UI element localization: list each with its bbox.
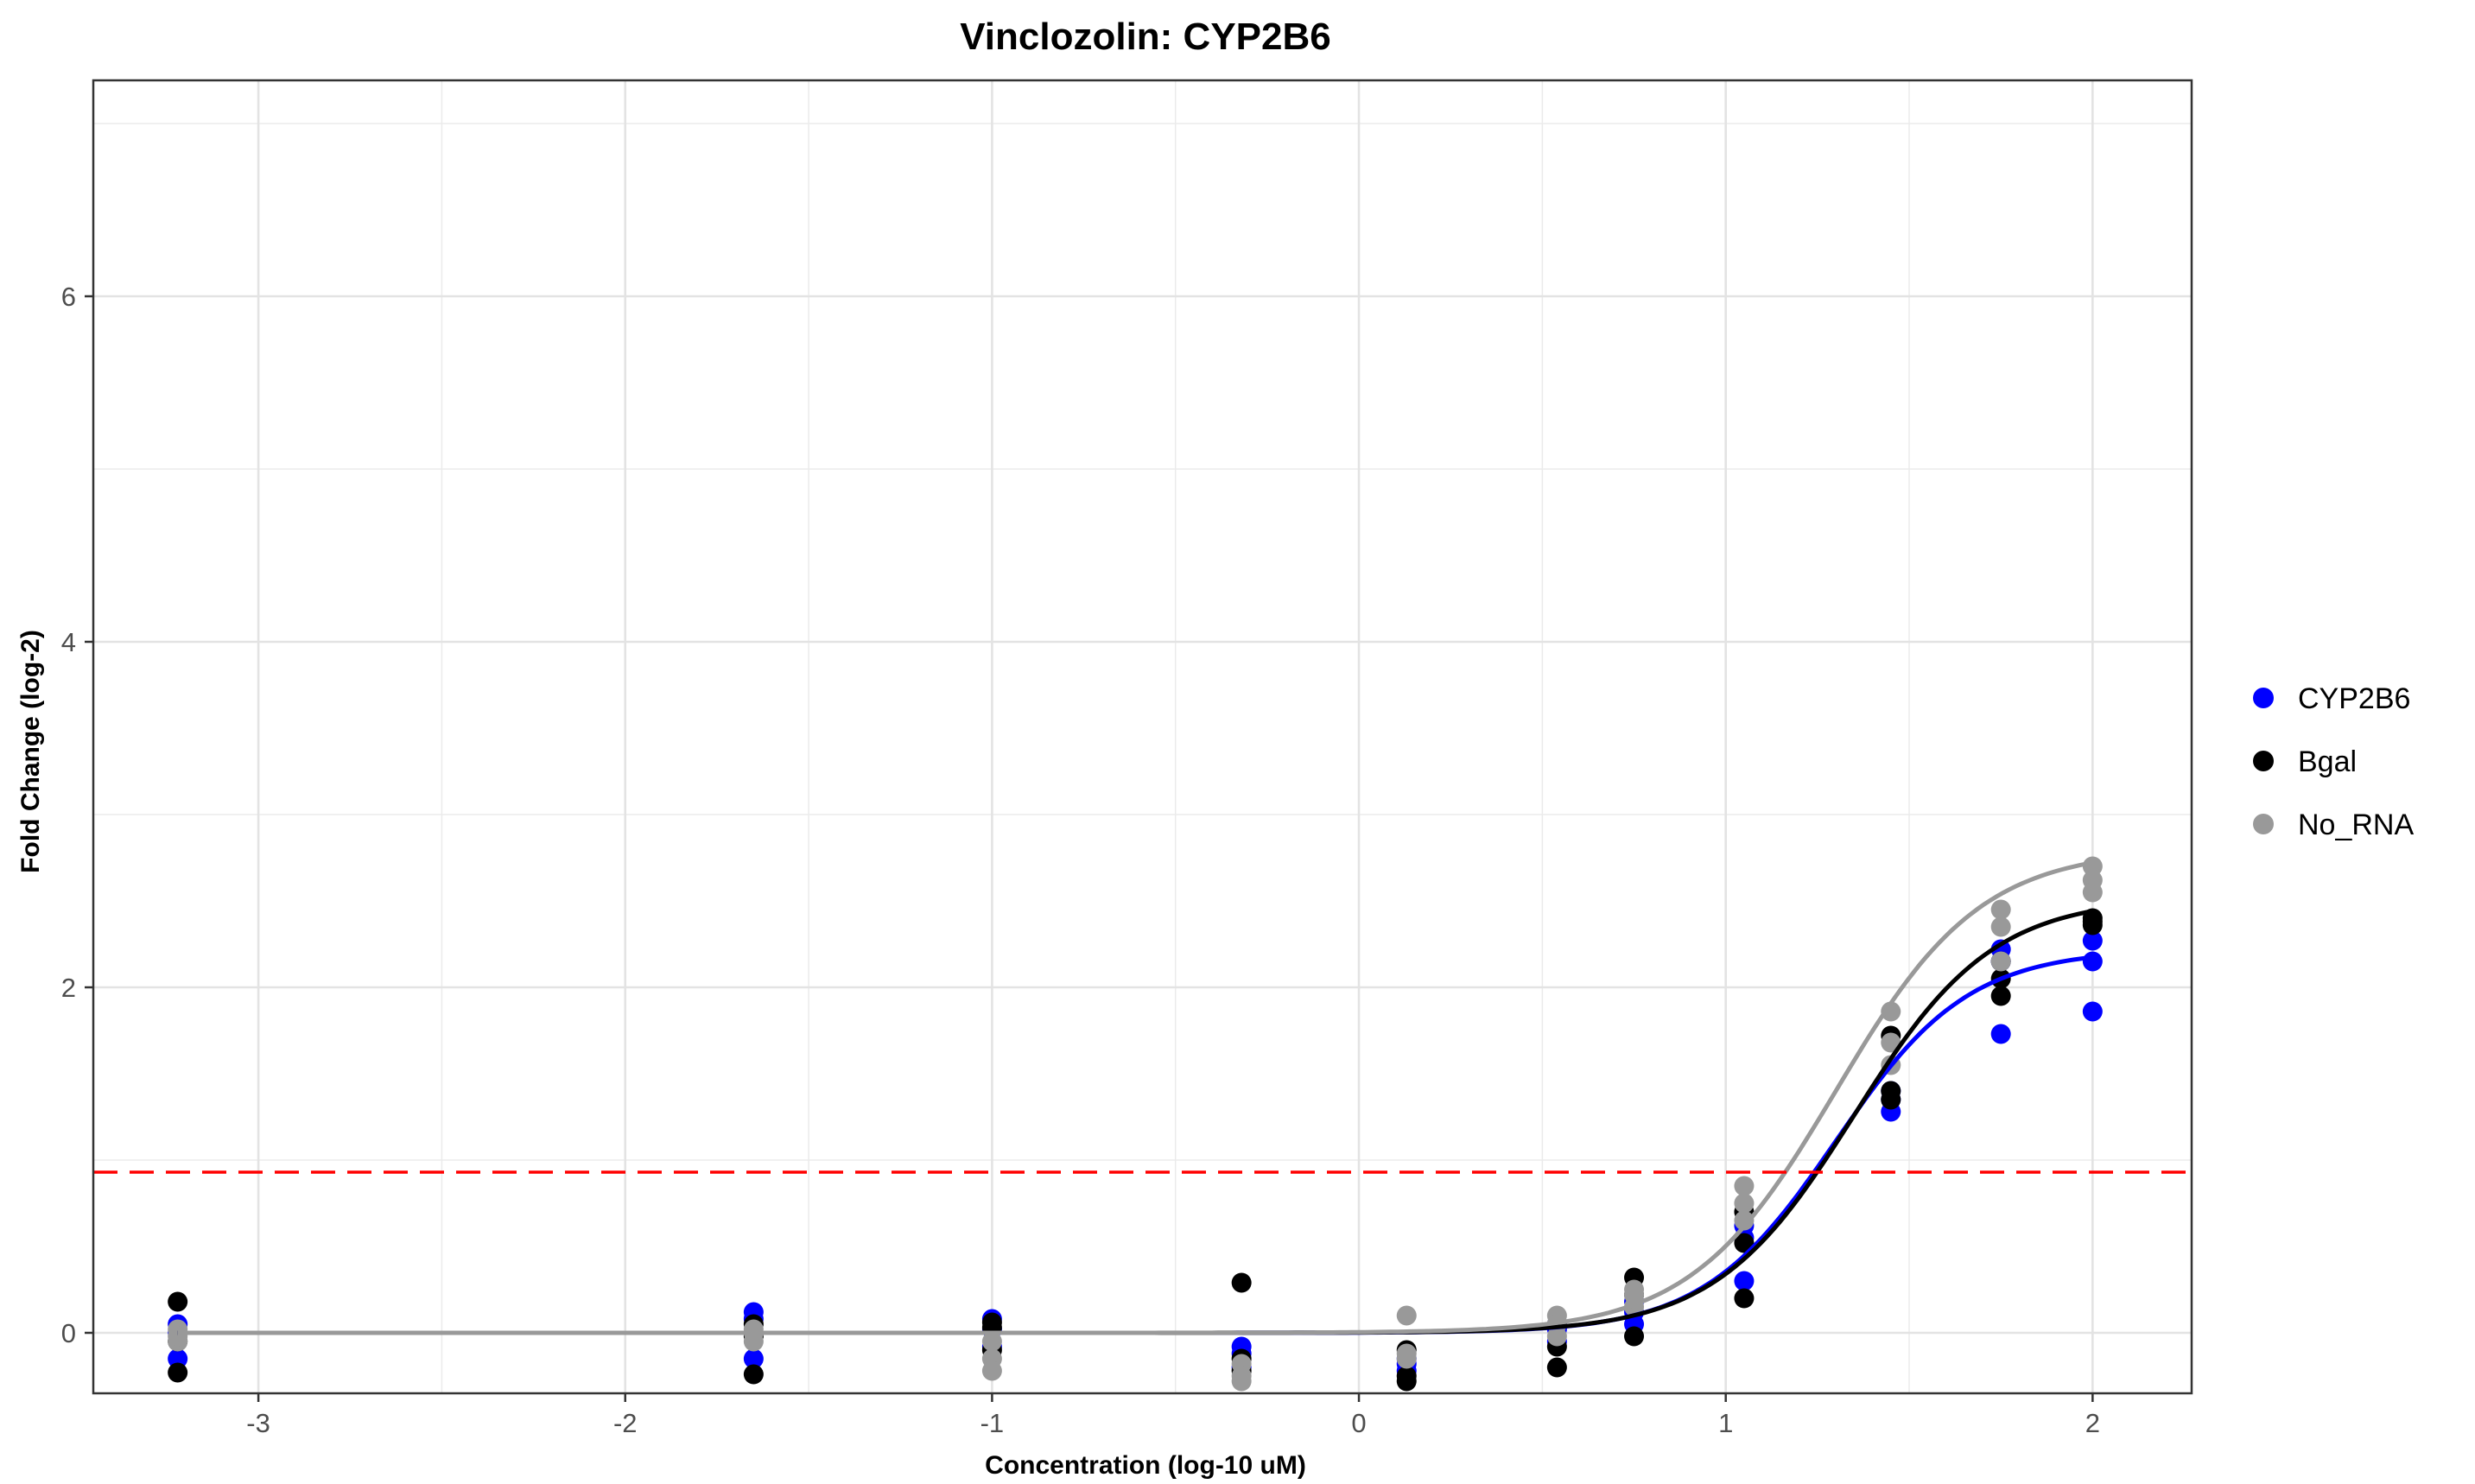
x-tick-label: -2 <box>613 1408 638 1438</box>
data-point-no-rna <box>1881 1032 1901 1053</box>
data-point-bgal <box>1624 1326 1645 1347</box>
legend-label-no-rna: No_RNA <box>2298 809 2414 841</box>
data-point-no-rna <box>1990 916 2011 937</box>
plot-area: -3 -2 -1 0 1 2 0 2 4 6 <box>61 79 2193 1438</box>
y-tick-label: 2 <box>61 973 76 1003</box>
legend-key-no-rna <box>2253 814 2274 834</box>
x-axis-title: Concentration (log-10 uM) <box>985 1451 1306 1480</box>
data-point-bgal <box>1231 1272 1252 1293</box>
data-point-bgal <box>1990 986 2011 1006</box>
x-tick-label: 1 <box>1718 1408 1733 1438</box>
fit-curve-no-rna <box>177 860 2093 1335</box>
data-point-bgal <box>743 1364 764 1385</box>
data-point-no-rna <box>1231 1366 1252 1386</box>
data-point-cyp2b6 <box>1734 1271 1755 1291</box>
legend-label-cyp2b6: CYP2B6 <box>2298 682 2410 715</box>
legend-key-bgal <box>2253 751 2274 771</box>
data-point-no-rna <box>1734 1210 1755 1231</box>
data-point-no-rna <box>1734 1176 1755 1196</box>
chart-title: Vinclozolin: CYP2B6 <box>960 16 1331 58</box>
legend: CYP2B6 Bgal No_RNA <box>2253 682 2414 841</box>
data-point-bgal <box>1734 1288 1755 1309</box>
legend-label-bgal: Bgal <box>2298 745 2357 778</box>
data-point-bgal <box>168 1362 188 1383</box>
y-tick-label: 4 <box>61 627 76 657</box>
data-point-bgal <box>1734 1233 1755 1253</box>
panel-border <box>92 79 2193 1395</box>
panel-background <box>93 80 2192 1393</box>
data-point-bgal <box>1881 1089 1901 1110</box>
data-point-no-rna <box>1396 1343 1417 1364</box>
data-point-bgal <box>168 1291 188 1312</box>
data-point-no-rna <box>1990 951 2011 972</box>
x-tick-label: -3 <box>246 1408 270 1438</box>
data-point-cyp2b6 <box>2082 930 2103 951</box>
data-point-no-rna <box>2082 882 2103 903</box>
data-point-no-rna <box>981 1360 1002 1381</box>
legend-key-cyp2b6 <box>2253 688 2274 708</box>
data-point-no-rna <box>1546 1326 1567 1347</box>
y-tick-label: 6 <box>61 282 76 312</box>
data-point-bgal <box>1396 1371 1417 1392</box>
data-point-no-rna <box>1624 1279 1645 1300</box>
x-tick-label: 0 <box>1351 1408 1366 1438</box>
x-tick-label: -1 <box>980 1408 1005 1438</box>
data-point-cyp2b6 <box>743 1348 764 1369</box>
data-point-bgal <box>1546 1357 1567 1378</box>
data-point-cyp2b6 <box>1990 1024 2011 1044</box>
data-point-cyp2b6 <box>2082 1001 2103 1022</box>
data-point-no-rna <box>1396 1305 1417 1326</box>
data-point-no-rna <box>1734 1193 1755 1214</box>
data-point-no-rna <box>168 1326 188 1347</box>
x-tick-label: 2 <box>2085 1408 2100 1438</box>
data-point-cyp2b6 <box>2082 951 2103 972</box>
data-point-no-rna <box>1990 899 2011 920</box>
data-point-cyp2b6 <box>168 1348 188 1369</box>
y-axis-title: Fold Change (log-2) <box>16 630 45 873</box>
y-tick-label: 0 <box>61 1318 76 1348</box>
data-point-no-rna <box>1881 1001 1901 1022</box>
data-point-no-rna <box>981 1331 1002 1352</box>
